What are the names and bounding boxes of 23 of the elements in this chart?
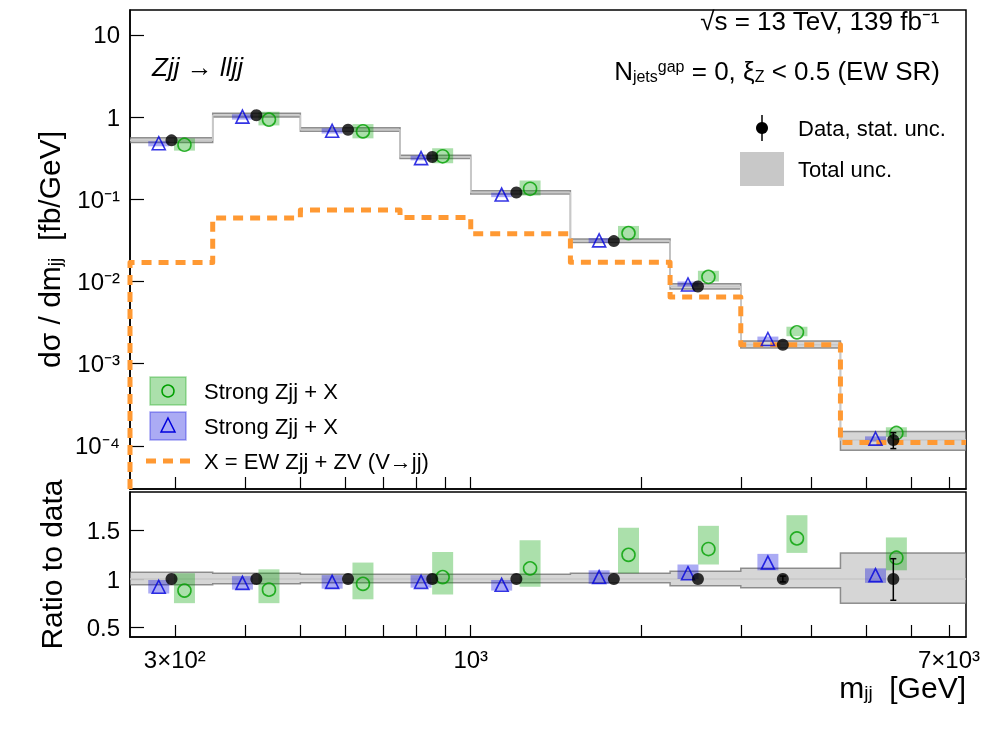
x-tick-label: 7×10³ [918, 645, 981, 673]
y-tick-label: 0.5 [86, 613, 120, 641]
x-axis-title: mjj [GeV] [839, 670, 967, 704]
y-tick-label: 10⁻³ [77, 350, 121, 378]
legend-label: Strong Zjj + X [204, 378, 339, 404]
x-tick-label: 10³ [453, 645, 489, 673]
x-tick-label: 3×10² [143, 645, 206, 673]
annotation: Njetsgap = 0, ξZ < 0.5 (EW SR) [614, 56, 941, 86]
y-tick-label: 1 [106, 103, 120, 131]
y-axis-title: dσ / dmjj [fb/GeV] [32, 130, 66, 369]
y-tick-label: 1 [106, 565, 120, 593]
legend-label: X = EW Zjj + ZV (V→jj) [204, 448, 429, 474]
legend-label: Data, stat. unc. [798, 115, 946, 141]
annotation: Zjj → lljj [151, 52, 245, 82]
y-tick-label: 1.5 [86, 517, 120, 545]
y-tick-label: 10⁻² [77, 268, 121, 295]
y-axis-title: Ratio to data [34, 479, 68, 650]
y-tick-label: 10⁻¹ [77, 185, 121, 213]
legend-label: Strong Zjj + X [204, 413, 339, 439]
y-tick-label: 10 [93, 21, 120, 49]
legend-label: Total unc. [798, 156, 893, 182]
y-tick-label: 10⁻⁴ [74, 432, 120, 460]
annotation: √s = 13 TeV, 139 fb⁻¹ [700, 6, 940, 36]
